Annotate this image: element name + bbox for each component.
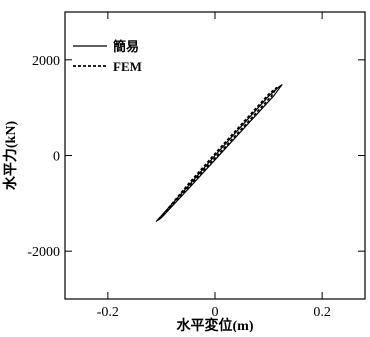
y-axis-label: 水平力(kN) (2, 121, 19, 191)
x-axis-label: 水平変位(m) (177, 317, 254, 332)
y-tick-label: 0 (53, 150, 60, 165)
y-tick-label: -2000 (27, 245, 60, 260)
series-line-fem (158, 86, 278, 221)
legend: 簡易 FEM (73, 39, 142, 74)
series-layer (155, 84, 283, 222)
x-tick-label: 0.2 (313, 305, 331, 320)
legend-label-fem: FEM (113, 59, 142, 74)
x-tick-label: 0 (212, 305, 219, 320)
series-line-simple (155, 84, 283, 222)
axes-layer: -0.2 0 0.2 -2000 0 2000 (27, 11, 366, 320)
y-tick-label: 2000 (32, 54, 60, 69)
x-tick-label: -0.2 (97, 305, 119, 320)
legend-label-simple: 簡易 (112, 39, 139, 54)
